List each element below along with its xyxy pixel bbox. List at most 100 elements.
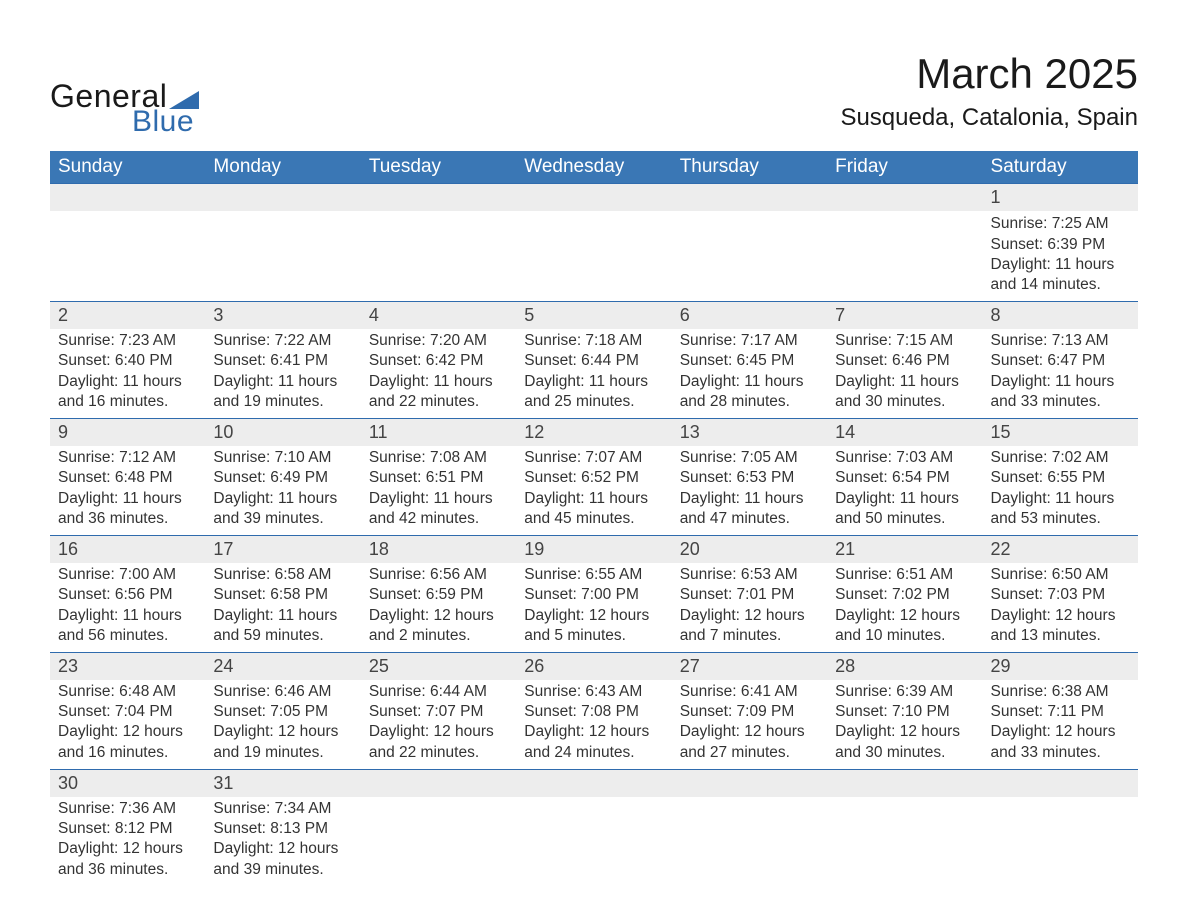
day-d2: and 59 minutes. [213,626,352,646]
day-data-cell: Sunrise: 6:41 AMSunset: 7:09 PMDaylight:… [672,680,827,769]
day-sunset: Sunset: 6:51 PM [369,468,508,488]
day-number-cell: 4 [361,301,516,329]
day-number-cell: 14 [827,418,982,446]
day-number-cell [361,769,516,797]
day-data-cell: Sunrise: 7:36 AMSunset: 8:12 PMDaylight:… [50,797,205,886]
day-sunset: Sunset: 6:45 PM [680,351,819,371]
day-number-cell [516,184,671,212]
day-data-cell: Sunrise: 7:10 AMSunset: 6:49 PMDaylight:… [205,446,360,535]
day-number-cell [983,769,1138,797]
day-d1: Daylight: 11 hours [835,372,974,392]
day-d2: and 47 minutes. [680,509,819,529]
day-sunset: Sunset: 6:49 PM [213,468,352,488]
day-number-cell: 6 [672,301,827,329]
day-sunrise: Sunrise: 7:22 AM [213,331,352,351]
day-number-cell: 5 [516,301,671,329]
day-data-cell: Sunrise: 7:03 AMSunset: 6:54 PMDaylight:… [827,446,982,535]
day-d2: and 45 minutes. [524,509,663,529]
day-sunrise: Sunrise: 7:02 AM [991,448,1130,468]
day-d2: and 30 minutes. [835,392,974,412]
weekday-header: Friday [827,151,982,184]
day-number-row: 1 [50,184,1138,212]
day-number-cell: 13 [672,418,827,446]
day-sunrise: Sunrise: 6:53 AM [680,565,819,585]
day-d2: and 16 minutes. [58,392,197,412]
day-d2: and 36 minutes. [58,509,197,529]
day-d1: Daylight: 11 hours [213,489,352,509]
logo: General Blue [50,78,199,139]
day-data-cell [361,211,516,301]
day-data-cell: Sunrise: 7:34 AMSunset: 8:13 PMDaylight:… [205,797,360,886]
day-number-cell: 22 [983,535,1138,563]
day-data-cell: Sunrise: 6:38 AMSunset: 7:11 PMDaylight:… [983,680,1138,769]
day-data-cell: Sunrise: 6:56 AMSunset: 6:59 PMDaylight:… [361,563,516,652]
day-sunset: Sunset: 6:42 PM [369,351,508,371]
day-number-cell: 20 [672,535,827,563]
day-number-cell [50,184,205,212]
day-sunrise: Sunrise: 7:00 AM [58,565,197,585]
day-data-cell: Sunrise: 7:15 AMSunset: 6:46 PMDaylight:… [827,329,982,418]
day-sunrise: Sunrise: 6:44 AM [369,682,508,702]
weekday-header: Wednesday [516,151,671,184]
day-d1: Daylight: 11 hours [58,606,197,626]
day-d2: and 28 minutes. [680,392,819,412]
day-number-cell: 30 [50,769,205,797]
day-number-cell: 23 [50,652,205,680]
day-d2: and 2 minutes. [369,626,508,646]
day-sunset: Sunset: 6:41 PM [213,351,352,371]
day-sunrise: Sunrise: 6:51 AM [835,565,974,585]
day-number-cell: 11 [361,418,516,446]
day-sunrise: Sunrise: 6:46 AM [213,682,352,702]
day-number-cell: 29 [983,652,1138,680]
day-data-cell: Sunrise: 6:43 AMSunset: 7:08 PMDaylight:… [516,680,671,769]
day-d1: Daylight: 11 hours [58,372,197,392]
day-d2: and 27 minutes. [680,743,819,763]
day-number-cell: 28 [827,652,982,680]
day-sunrise: Sunrise: 7:13 AM [991,331,1130,351]
day-d1: Daylight: 11 hours [680,372,819,392]
day-sunrise: Sunrise: 7:08 AM [369,448,508,468]
day-number-cell [827,769,982,797]
day-d1: Daylight: 11 hours [524,372,663,392]
day-d2: and 10 minutes. [835,626,974,646]
day-data-cell: Sunrise: 7:02 AMSunset: 6:55 PMDaylight:… [983,446,1138,535]
day-d1: Daylight: 12 hours [524,722,663,742]
header: General Blue March 2025 Susqueda, Catalo… [50,50,1138,139]
day-data-cell: Sunrise: 6:58 AMSunset: 6:58 PMDaylight:… [205,563,360,652]
day-d2: and 5 minutes. [524,626,663,646]
day-sunrise: Sunrise: 6:55 AM [524,565,663,585]
day-data-cell [361,797,516,886]
day-d1: Daylight: 12 hours [835,606,974,626]
day-data-row: Sunrise: 7:36 AMSunset: 8:12 PMDaylight:… [50,797,1138,886]
day-sunset: Sunset: 7:07 PM [369,702,508,722]
day-sunset: Sunset: 7:01 PM [680,585,819,605]
day-data-cell [516,797,671,886]
day-d1: Daylight: 11 hours [213,372,352,392]
day-data-cell: Sunrise: 7:18 AMSunset: 6:44 PMDaylight:… [516,329,671,418]
day-sunrise: Sunrise: 6:56 AM [369,565,508,585]
day-data-cell: Sunrise: 7:05 AMSunset: 6:53 PMDaylight:… [672,446,827,535]
day-data-cell: Sunrise: 7:07 AMSunset: 6:52 PMDaylight:… [516,446,671,535]
day-data-cell: Sunrise: 6:53 AMSunset: 7:01 PMDaylight:… [672,563,827,652]
day-data-cell: Sunrise: 6:46 AMSunset: 7:05 PMDaylight:… [205,680,360,769]
day-data-cell: Sunrise: 7:12 AMSunset: 6:48 PMDaylight:… [50,446,205,535]
day-sunset: Sunset: 6:46 PM [835,351,974,371]
day-number-cell: 19 [516,535,671,563]
day-d1: Daylight: 11 hours [213,606,352,626]
day-number-cell [516,769,671,797]
day-sunrise: Sunrise: 7:18 AM [524,331,663,351]
day-sunset: Sunset: 7:08 PM [524,702,663,722]
day-d2: and 22 minutes. [369,743,508,763]
day-sunset: Sunset: 7:04 PM [58,702,197,722]
day-data-cell [50,211,205,301]
day-data-cell: Sunrise: 7:13 AMSunset: 6:47 PMDaylight:… [983,329,1138,418]
day-data-cell: Sunrise: 7:08 AMSunset: 6:51 PMDaylight:… [361,446,516,535]
day-d2: and 25 minutes. [524,392,663,412]
day-d2: and 42 minutes. [369,509,508,529]
day-number-cell [672,184,827,212]
day-sunset: Sunset: 6:56 PM [58,585,197,605]
day-data-row: Sunrise: 6:48 AMSunset: 7:04 PMDaylight:… [50,680,1138,769]
day-number-cell [361,184,516,212]
day-d1: Daylight: 11 hours [369,489,508,509]
day-sunset: Sunset: 8:13 PM [213,819,352,839]
